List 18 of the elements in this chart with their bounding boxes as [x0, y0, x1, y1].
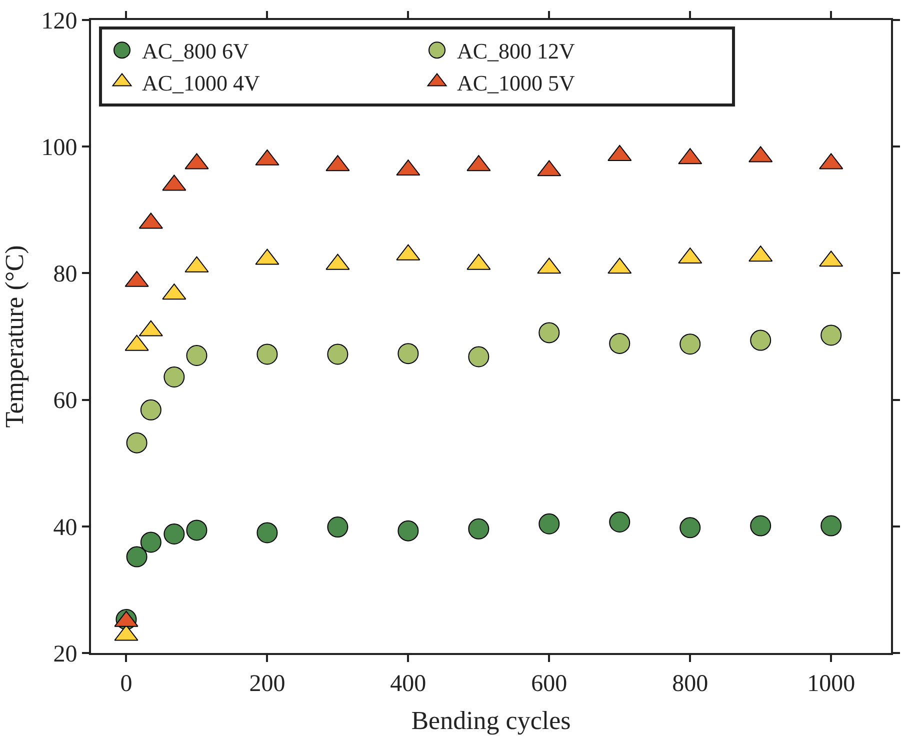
legend-label: AC_800 6V	[142, 38, 250, 64]
x-tick-label: 400	[390, 670, 426, 697]
y-tick-label: 120	[41, 8, 78, 34]
legend-label: AC_1000 4V	[142, 70, 260, 96]
x-tick-label: 600	[531, 670, 568, 697]
legend-label: AC_1000 5V	[457, 70, 576, 96]
x-tick-label: 200	[249, 670, 286, 697]
y-tick-label: 40	[53, 514, 78, 541]
y-axis-title: Temperature (°C)	[0, 245, 29, 428]
x-tick-label: 800	[672, 670, 708, 697]
x-axis-title: Bending cycles	[411, 706, 571, 735]
y-tick-label: 100	[41, 135, 78, 161]
x-tick-label: 1000	[807, 670, 856, 697]
legend-label: AC_800 12V	[457, 38, 576, 64]
y-tick-label: 60	[53, 388, 78, 414]
y-tick-label: 80	[53, 262, 78, 288]
y-tick-label: 20	[53, 641, 78, 668]
x-tick-label: 0	[120, 670, 132, 697]
